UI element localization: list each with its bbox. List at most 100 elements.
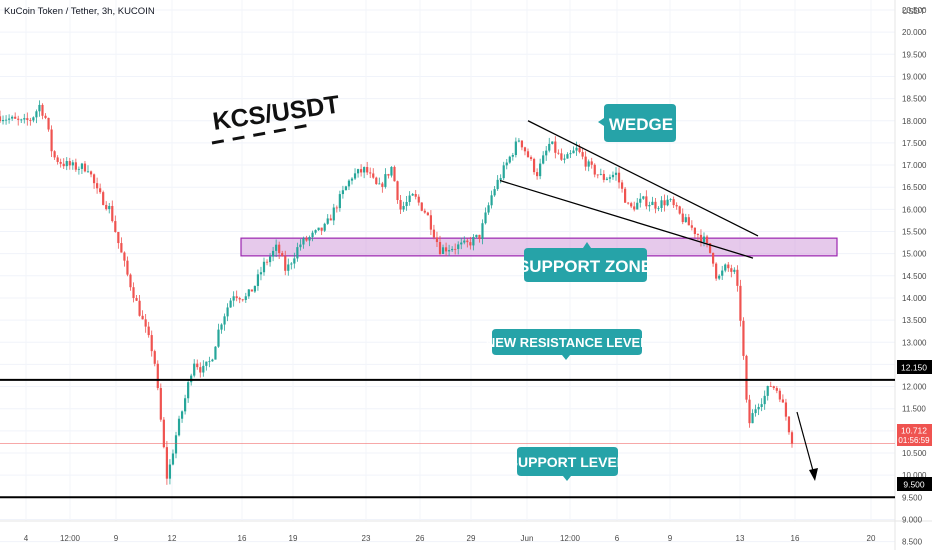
candle-body: [651, 201, 654, 206]
new-resistance-callout[interactable]: NEW RESISTANCE LEVEL: [486, 329, 648, 360]
candle-body: [259, 272, 263, 275]
candle-body: [693, 227, 696, 235]
candle-body: [141, 315, 144, 320]
candle-body: [50, 129, 53, 152]
candle-body: [687, 217, 690, 226]
candle-body: [496, 179, 499, 190]
support-zone-callout[interactable]: SUPPORT ZONE: [518, 242, 652, 282]
candle-body: [296, 247, 299, 259]
wedge-upper-trendline[interactable]: [527, 120, 759, 237]
candle-body: [38, 104, 41, 112]
candle-body: [775, 388, 778, 391]
candle-body: [89, 171, 93, 175]
wedge-callout[interactable]: WEDGE: [598, 104, 676, 142]
candle-body: [320, 227, 323, 231]
candle-body: [426, 212, 429, 216]
candle-body: [405, 201, 408, 207]
y-tick-label: 19.000: [902, 72, 927, 81]
x-tick-label: 26: [416, 534, 425, 543]
candle-body: [208, 361, 211, 363]
candle-body: [217, 329, 220, 347]
candle-body: [636, 202, 639, 210]
candle-body: [624, 188, 627, 203]
candle-body: [654, 201, 657, 209]
candle-body: [268, 256, 272, 263]
candle-body: [572, 150, 575, 154]
support-zone-label: SUPPORT ZONE: [518, 257, 652, 276]
candle-body: [281, 253, 284, 257]
x-tick-label: Jun: [521, 534, 534, 543]
candle-body: [338, 194, 341, 209]
candle-body: [733, 269, 736, 272]
support-level-callout[interactable]: SUPPORT LEVEL: [509, 447, 626, 481]
candle-body: [514, 141, 517, 156]
candle-body: [569, 153, 572, 155]
candle-body: [111, 205, 114, 222]
y-tick-label: 18.000: [902, 117, 927, 126]
new-resistance-label: NEW RESISTANCE LEVEL: [486, 335, 648, 350]
candle-body: [256, 274, 260, 286]
candle-body: [378, 183, 381, 185]
candle-body: [502, 165, 505, 179]
candle-body: [778, 390, 781, 400]
candle-body: [566, 154, 569, 159]
candle-body: [241, 299, 244, 301]
candle-body: [96, 183, 99, 189]
candle-body: [102, 192, 105, 205]
candle-body: [475, 234, 478, 238]
candle-body: [14, 116, 17, 119]
y-tick-label: 17.000: [902, 161, 927, 170]
pair-label: KCS/USDT: [211, 90, 341, 136]
candle-body: [451, 248, 454, 251]
candle-body: [59, 161, 62, 164]
candle-body: [739, 285, 742, 321]
price-scale[interactable]: 20.500 20.000 19.500 19.000 18.500 18.000 17.5…: [902, 6, 927, 547]
candle-body: [23, 118, 26, 120]
candle-body: [147, 326, 150, 336]
candle-body: [11, 116, 14, 119]
support-price-text: 9.500: [903, 480, 925, 490]
candle-body: [520, 140, 524, 148]
candle-body: [184, 398, 187, 412]
candle-body: [787, 416, 791, 433]
candle-body: [617, 172, 621, 183]
candle-body: [299, 244, 302, 248]
candle-body: [441, 247, 445, 254]
candle-body: [226, 307, 229, 317]
candle-body: [120, 243, 123, 253]
candle-body: [630, 203, 633, 207]
candle-body: [766, 385, 769, 396]
x-tick-label: 4: [24, 534, 29, 543]
candle-body: [363, 167, 366, 173]
candle-body: [684, 217, 687, 223]
candle-body: [232, 296, 235, 301]
candle-body: [423, 210, 426, 213]
current-price-text: 10.712: [901, 426, 927, 436]
candle-body: [4, 119, 8, 121]
candle-body: [536, 172, 539, 177]
candle-body: [529, 157, 533, 159]
candle-body: [490, 195, 493, 206]
candle-body: [438, 242, 442, 254]
candle-body: [402, 206, 405, 210]
candle-body: [663, 200, 666, 206]
x-tick-label: 12:00: [60, 534, 81, 543]
candle-body: [144, 319, 147, 327]
candle-body: [517, 140, 520, 142]
candle-body: [74, 162, 77, 170]
candle-body: [508, 156, 511, 163]
candle-body: [672, 199, 675, 206]
candle-body: [429, 215, 432, 230]
candle-body: [99, 188, 102, 193]
time-scale[interactable]: 4 12:00 9 12 16 19 23 26 29 Jun 12:00 6 9 13 16 20: [24, 534, 876, 543]
wedge-lower-trendline[interactable]: [499, 179, 754, 259]
candle-body: [220, 324, 223, 330]
projection-arrow[interactable]: [796, 411, 818, 481]
candle-body: [730, 268, 733, 272]
candle-body: [162, 419, 165, 448]
candle-body: [29, 119, 32, 121]
candle-body: [381, 183, 384, 187]
candle-body: [0, 116, 2, 122]
